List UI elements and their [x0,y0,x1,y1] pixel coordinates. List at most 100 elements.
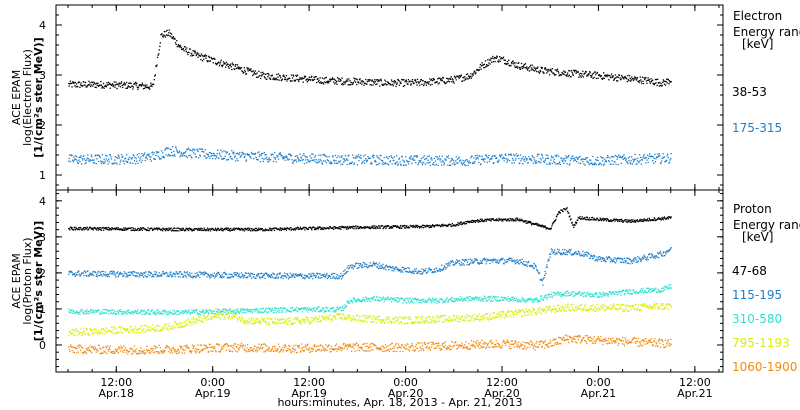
data-point [374,160,376,163]
data-point [369,297,371,300]
data-point [210,276,212,278]
data-point [280,229,282,232]
data-point [430,225,432,227]
data-point [313,306,316,309]
data-point [669,216,671,218]
data-point [344,227,346,229]
data-point [338,308,340,310]
data-point [551,71,553,73]
data-point [312,307,315,310]
data-point [615,163,617,165]
data-point [330,307,332,310]
data-point [342,84,344,86]
data-point [284,227,286,229]
data-point [497,220,500,222]
data-point [533,159,536,161]
data-point [268,157,271,159]
data-point [380,264,382,266]
data-point [371,226,374,228]
data-point [265,153,267,156]
data-point [574,69,577,72]
data-point [101,85,104,88]
data-point [554,69,556,71]
data-point [550,159,552,161]
data-point [662,218,664,220]
data-point [451,81,453,83]
data-point [101,271,103,273]
data-point [233,151,235,153]
data-point [335,310,337,313]
data-point [113,311,115,313]
data-point [126,310,128,313]
data-point [189,227,191,229]
data-point [154,75,156,77]
data-point [646,82,648,84]
data-point [585,71,587,73]
data-point [406,271,408,273]
data-point [570,248,572,251]
data-point [637,157,639,159]
data-point [194,272,196,275]
data-point [599,219,601,221]
data-point [473,260,475,263]
data-point [421,273,424,275]
data-point [250,309,253,311]
data-point [494,60,496,63]
data-point [318,311,321,313]
data-point [74,275,77,277]
data-point [415,162,417,164]
data-point [341,225,343,228]
y-tick-label: 1 [39,169,46,182]
data-point [465,259,468,261]
data-point [106,274,108,276]
data-point [249,69,252,71]
data-point [383,157,385,159]
data-point [478,220,480,222]
data-point [505,261,507,263]
data-point [250,272,252,274]
data-point [599,217,601,219]
data-point [660,253,662,255]
data-point [651,155,653,157]
data-point [663,251,665,253]
data-point [92,83,95,85]
data-point [510,260,513,262]
data-point [397,268,399,270]
data-point [586,160,588,162]
data-point [407,163,410,165]
data-point [275,227,277,229]
data-point [92,310,95,312]
data-point [575,72,577,74]
data-point [443,80,445,83]
data-point [385,264,388,266]
data-point [315,310,317,313]
data-point [224,308,226,310]
data-point [235,153,237,155]
data-point [578,73,581,75]
data-point [484,60,487,62]
data-point [249,228,251,230]
data-point [490,219,492,221]
data-point [540,226,542,228]
data-point [154,158,156,160]
data-point [267,275,269,277]
data-point [78,311,80,313]
data-point [505,158,507,160]
data-point [376,296,378,298]
data-point [146,229,148,231]
data-point [668,161,671,163]
data-point [329,310,331,312]
data-point [433,271,435,273]
data-point [652,254,654,256]
data-point [378,157,380,159]
data-point [151,85,153,88]
data-point [490,57,492,59]
data-point [143,313,145,315]
data-point [473,157,475,159]
data-point [642,157,644,159]
data-point [100,273,102,275]
data-point [439,269,441,271]
data-point [343,273,345,275]
data-point [300,156,302,158]
data-point [646,159,648,161]
